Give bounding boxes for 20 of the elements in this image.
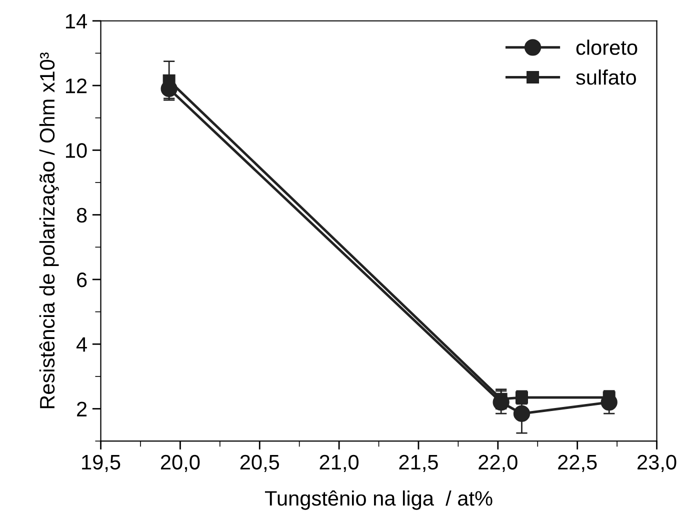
x-tick-label: 23,0 — [638, 454, 676, 472]
x-axis-title: Tungstênio na liga / at% — [264, 490, 492, 510]
x-tick-label: 19,5 — [82, 454, 120, 472]
y-axis-title: Resistência de polarização / Ohm x10³ — [39, 52, 59, 408]
y-tick-label: 14 — [66, 14, 87, 28]
x-tick-label: 21,5 — [399, 454, 438, 472]
y-tick-label: 10 — [66, 143, 87, 158]
x-tick-label: 21,0 — [320, 454, 359, 472]
y-tick-label: 8 — [76, 208, 87, 223]
y-tick-label: 6 — [77, 272, 87, 288]
x-tick-label: 20,5 — [240, 454, 280, 472]
y-tick-label: 12 — [66, 78, 87, 94]
y-tick-label: 2 — [77, 402, 87, 416]
y-tick-label: 4 — [76, 337, 87, 352]
x-tick-label: 22,0 — [478, 454, 518, 472]
point — [513, 405, 530, 422]
legend-label: sulfato — [576, 69, 636, 85]
x-tick-label: 22,5 — [558, 454, 597, 472]
legend-label: cloreto — [576, 40, 638, 55]
x-tick-label: 20,0 — [160, 454, 200, 472]
